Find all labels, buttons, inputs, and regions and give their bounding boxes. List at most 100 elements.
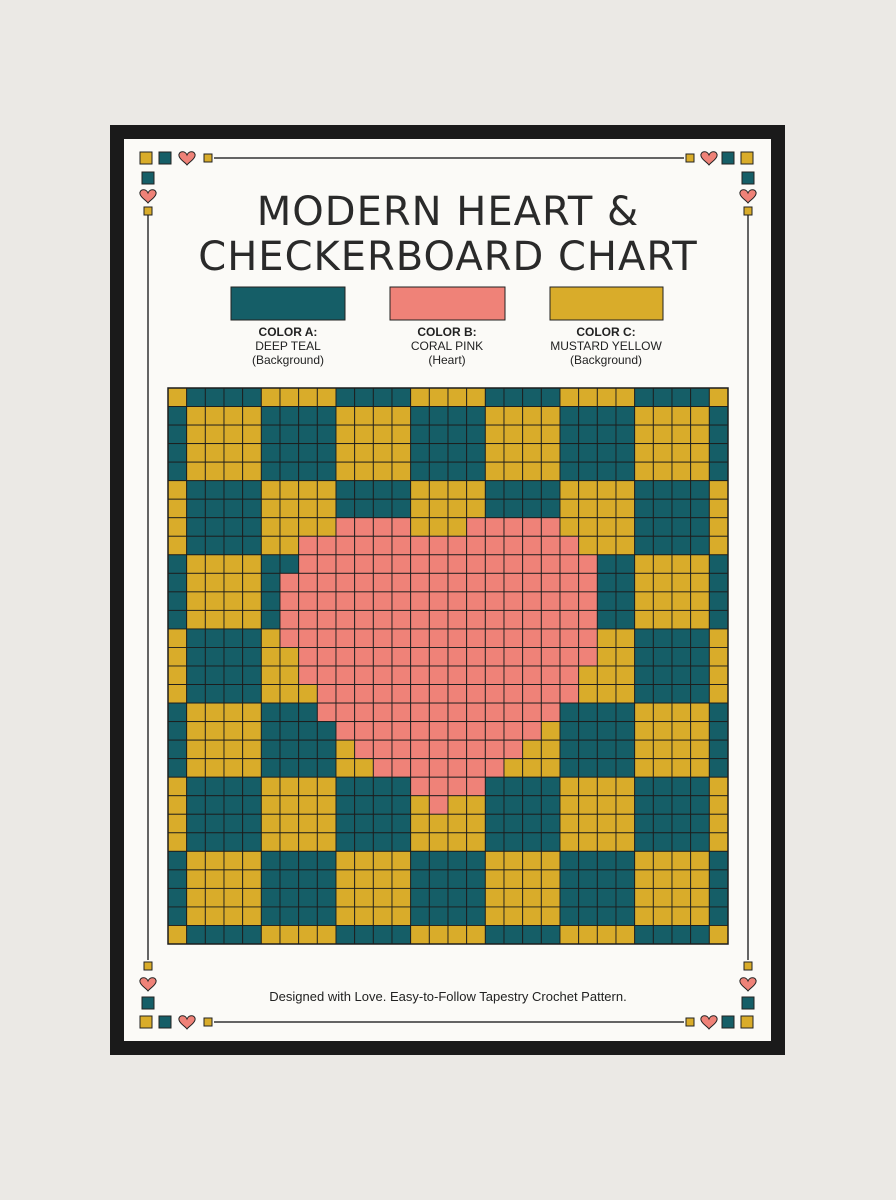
cell — [279, 647, 300, 667]
ornament-heart — [700, 151, 718, 166]
cell — [167, 832, 188, 852]
cell — [391, 795, 412, 815]
cell — [204, 925, 225, 945]
cell — [410, 739, 430, 760]
cell — [354, 906, 374, 926]
cell — [372, 498, 393, 519]
cell — [167, 517, 188, 537]
cell — [428, 702, 449, 723]
cell — [578, 406, 598, 426]
cell — [503, 591, 524, 611]
cell — [522, 443, 542, 463]
cell — [578, 517, 598, 537]
legend-label: DEEP TEAL — [255, 339, 321, 353]
cell — [335, 665, 356, 685]
cell — [540, 535, 561, 556]
cell — [708, 739, 729, 760]
cell — [578, 665, 598, 685]
cell — [447, 850, 468, 871]
cell — [223, 758, 244, 778]
cell — [260, 758, 281, 778]
cell — [447, 572, 468, 593]
cell — [503, 739, 524, 760]
cell — [690, 609, 710, 630]
legend: COLOR A:DEEP TEAL(Background)COLOR B:COR… — [252, 325, 662, 367]
cell — [298, 498, 318, 519]
cell — [559, 869, 580, 889]
cell — [578, 461, 598, 482]
cell — [242, 480, 262, 500]
cell — [428, 887, 449, 908]
cell — [391, 517, 412, 537]
cell — [298, 461, 318, 482]
cell — [559, 758, 580, 778]
cell — [708, 758, 729, 778]
cell — [596, 480, 617, 500]
cell — [447, 517, 468, 537]
cell — [652, 795, 673, 815]
cell — [708, 443, 729, 463]
cell — [484, 443, 505, 463]
cell — [466, 480, 486, 500]
cell — [466, 795, 486, 815]
cell — [652, 628, 673, 648]
cell — [260, 665, 281, 685]
cell — [204, 572, 225, 593]
cell — [596, 517, 617, 537]
ornament-square — [743, 206, 753, 216]
cell — [596, 906, 617, 926]
cell — [690, 535, 710, 556]
cell — [242, 684, 262, 704]
cell — [204, 498, 225, 519]
cell — [279, 776, 300, 797]
cell — [167, 795, 188, 815]
cell — [690, 813, 710, 834]
cell — [279, 684, 300, 704]
cell — [559, 480, 580, 500]
cell — [447, 665, 468, 685]
cell — [223, 869, 244, 889]
cell — [167, 387, 188, 407]
cell — [391, 869, 412, 889]
cell — [186, 684, 206, 704]
cell — [335, 684, 356, 704]
cell — [503, 758, 524, 778]
cell — [391, 628, 412, 648]
cell — [540, 572, 561, 593]
cell — [447, 609, 468, 630]
cell — [167, 461, 188, 482]
cell — [391, 721, 412, 741]
cell — [410, 758, 430, 778]
cell — [316, 591, 337, 611]
cell — [354, 498, 374, 519]
cell — [522, 665, 542, 685]
cell — [335, 776, 356, 797]
cell — [578, 591, 598, 611]
cell — [204, 850, 225, 871]
cell — [428, 813, 449, 834]
cell — [615, 869, 636, 889]
cell — [540, 480, 561, 500]
cell — [466, 535, 486, 556]
cell — [671, 702, 692, 723]
cell — [372, 795, 393, 815]
cell — [596, 702, 617, 723]
cell — [466, 517, 486, 537]
cell — [634, 795, 654, 815]
cell — [671, 591, 692, 611]
cell — [652, 424, 673, 445]
cell — [615, 739, 636, 760]
cell — [354, 535, 374, 556]
cell — [690, 443, 710, 463]
cell — [671, 887, 692, 908]
cell — [260, 906, 281, 926]
cell — [652, 480, 673, 500]
cell — [167, 702, 188, 723]
cell — [708, 795, 729, 815]
cell — [634, 498, 654, 519]
cell — [578, 887, 598, 908]
cell — [708, 887, 729, 908]
cell — [671, 795, 692, 815]
cell — [167, 406, 188, 426]
cell — [447, 739, 468, 760]
